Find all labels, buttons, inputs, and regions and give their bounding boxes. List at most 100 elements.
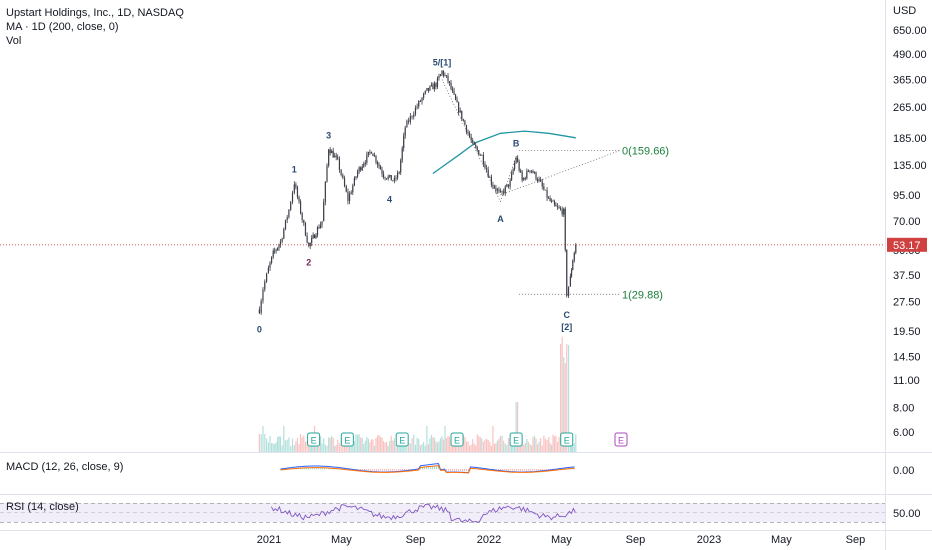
earnings-marker — [395, 432, 409, 447]
volume-bar — [416, 437, 418, 452]
candle-body — [561, 209, 563, 215]
macd-histogram-bar — [549, 469, 551, 470]
volume-bar — [475, 445, 477, 452]
macd-histogram-bar — [497, 469, 499, 470]
volume-bar — [438, 441, 440, 452]
candle-body — [426, 87, 428, 91]
volume-bar — [283, 426, 285, 452]
volume-bar — [465, 441, 468, 452]
candle-body — [535, 172, 537, 180]
volume-bar — [408, 443, 410, 452]
candle-body — [442, 70, 445, 76]
volume-bar — [526, 438, 528, 452]
candle-body — [543, 186, 545, 190]
volume-bar — [549, 442, 551, 452]
macd-histogram-bar — [369, 469, 371, 471]
volume-bar — [533, 435, 536, 452]
fib-level-label: 0(159.66) — [622, 145, 669, 157]
candle-body — [414, 107, 417, 115]
wave-label: 5/[1] — [433, 58, 452, 68]
volume-bar — [355, 434, 357, 452]
macd-histogram-bar — [421, 467, 423, 470]
candle-body — [373, 155, 376, 157]
volume-bar — [271, 443, 273, 452]
macd-histogram-bar — [505, 469, 507, 471]
macd-histogram-bar — [425, 466, 427, 470]
price-tick-label: 185.00 — [893, 133, 927, 145]
macd-histogram-bar — [317, 467, 319, 470]
wave-label: 2 — [306, 258, 311, 268]
candle-body — [276, 247, 279, 250]
candle-body — [468, 133, 471, 137]
candle-body — [406, 120, 408, 128]
candle-body — [303, 219, 305, 224]
volume-bar — [411, 438, 413, 452]
candle-body — [458, 102, 460, 113]
price-tick-label: 650.00 — [893, 25, 927, 37]
candle-body — [258, 309, 260, 314]
candle-body — [411, 116, 413, 117]
price-tick-label: 8.00 — [893, 402, 914, 414]
vol-legend[interactable]: Vol — [6, 35, 22, 47]
macd-histogram-bar — [315, 467, 317, 470]
macd-histogram-bar — [547, 469, 549, 470]
volume-bar — [367, 438, 369, 452]
candle-body — [361, 166, 363, 171]
candle-body — [278, 244, 280, 248]
candle-body — [465, 125, 468, 133]
candle-body — [386, 178, 388, 180]
volume-bar — [538, 441, 540, 452]
candle-body — [572, 260, 574, 271]
macd-histogram-bar — [535, 469, 537, 471]
candle-body — [340, 169, 342, 176]
volume-bar — [493, 443, 496, 452]
macd-legend[interactable]: MACD (12, 26, close, 9) — [6, 461, 124, 473]
volume-bar — [357, 434, 359, 452]
price-tick-label: 11.00 — [893, 375, 920, 387]
ma-legend[interactable]: MA · 1D (200, close, 0) — [6, 21, 119, 33]
candle-body — [403, 135, 405, 149]
volume-bar — [556, 442, 559, 452]
candle-body — [260, 300, 262, 314]
volume-bar — [464, 437, 466, 452]
macd-histogram-bar — [499, 469, 501, 471]
earnings-marker — [307, 432, 321, 447]
candle-body — [291, 192, 294, 203]
volume-bar — [439, 438, 442, 452]
volume-bar — [507, 438, 510, 452]
volume-bar — [350, 441, 352, 452]
wave-label: B — [513, 138, 520, 148]
candle-body — [533, 172, 536, 174]
volume-bar — [331, 435, 333, 452]
candle-body — [518, 161, 520, 171]
candle-body — [575, 244, 577, 253]
macd-histogram-bar — [365, 469, 367, 471]
volume-bar — [529, 443, 531, 452]
macd-histogram-bar — [501, 469, 503, 471]
candle-body — [332, 150, 334, 158]
macd-histogram-bar — [395, 469, 397, 471]
macd-histogram-bar — [493, 469, 495, 470]
candle-body — [472, 140, 474, 142]
rsi-legend[interactable]: RSI (14, close) — [6, 501, 79, 513]
macd-histogram-bar — [541, 469, 543, 471]
volume-bar — [319, 436, 322, 452]
candle-body — [479, 154, 481, 156]
rsi-tick-label: 50.00 — [893, 508, 921, 520]
candle-body — [352, 185, 354, 193]
volume-bar — [293, 444, 295, 452]
macd-histogram-bar — [309, 467, 311, 470]
volume-bar — [338, 443, 341, 452]
candle-body — [343, 178, 346, 187]
candle-body — [301, 213, 303, 220]
candle-body — [481, 154, 483, 156]
volume-bar — [413, 434, 415, 452]
candle-body — [312, 234, 314, 239]
macd-histogram-bar — [357, 469, 359, 470]
candle-body — [262, 289, 264, 301]
price-tick-label: 265.00 — [893, 102, 927, 114]
candle-body — [504, 186, 506, 194]
candle-body — [453, 90, 455, 95]
volume-bar — [353, 441, 355, 452]
